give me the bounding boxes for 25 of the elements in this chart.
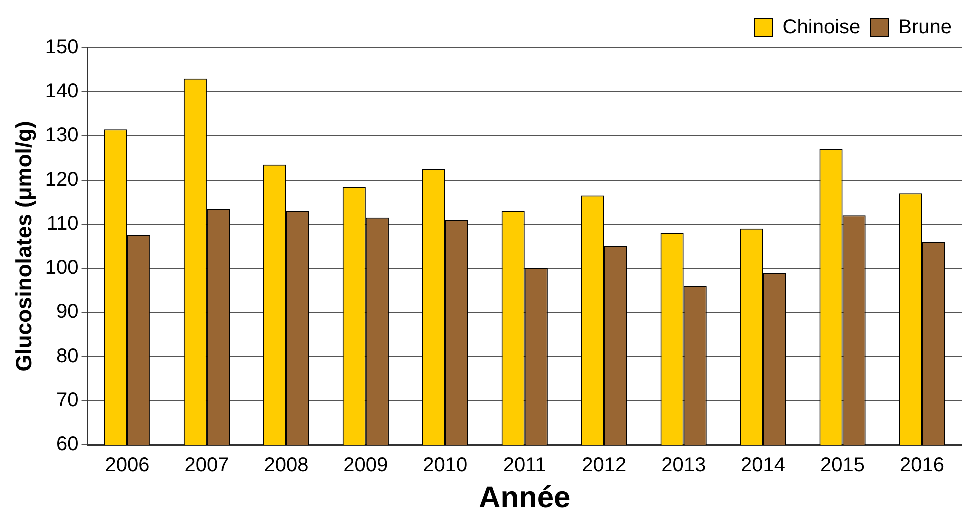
- y-axis-title: Glucosinolates (μmol/g): [11, 121, 36, 372]
- x-tick-label: 2014: [741, 454, 786, 477]
- y-tick-label: 150: [45, 36, 79, 59]
- x-axis-title: Année: [479, 481, 571, 514]
- x-tick-label: 2010: [423, 454, 468, 477]
- x-tick-label: 2016: [900, 454, 945, 477]
- x-tick-label: 2009: [344, 454, 388, 477]
- x-tick-label: 2011: [503, 454, 546, 477]
- legend-label: Brune: [898, 16, 952, 39]
- y-tick-label: 140: [45, 80, 79, 103]
- x-tick-label: 2007: [184, 454, 230, 477]
- legend-label: Chinoise: [782, 16, 861, 39]
- y-tick-label: 120: [45, 168, 79, 191]
- y-tick-label: 90: [56, 301, 79, 324]
- x-tick-label: 2013: [662, 454, 706, 477]
- x-tick-label: 2015: [820, 454, 866, 477]
- y-tick-label: 60: [56, 434, 79, 456]
- y-tick-label: 130: [45, 124, 79, 147]
- y-tick-label: 80: [56, 345, 79, 368]
- y-tick-label: 100: [45, 257, 79, 280]
- y-tick-label: 70: [56, 389, 79, 412]
- x-tick-label: 2008: [264, 454, 309, 477]
- y-tick-label: 110: [46, 212, 79, 235]
- x-tick-label: 2006: [105, 454, 150, 477]
- x-tick-label: 2012: [582, 454, 627, 477]
